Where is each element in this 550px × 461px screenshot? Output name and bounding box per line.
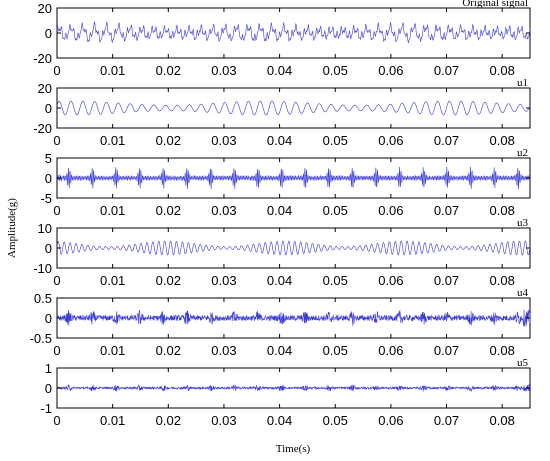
- signal-line: [56, 166, 531, 190]
- y-tick-label: 0: [45, 241, 52, 256]
- x-tick-label: 0.02: [156, 273, 181, 288]
- panel-title: u1: [517, 77, 528, 89]
- signal-line: [56, 384, 531, 392]
- x-tick-label: 0.05: [323, 413, 348, 428]
- signal-line: [56, 309, 531, 327]
- x-tick-label: 0.03: [211, 63, 236, 78]
- x-tick-label: 0.07: [434, 343, 459, 358]
- x-axis-label: Time(s): [276, 443, 311, 455]
- x-tick-label: 0.03: [211, 273, 236, 288]
- x-tick-label: 0.01: [100, 63, 125, 78]
- x-tick-label: 0.06: [378, 273, 403, 288]
- panel-5: 0.50-0.50 0.01 0.02 0.03 0.04 0.05 0.06 0.07 0.0…: [30, 287, 531, 358]
- y-tick-label: -1: [40, 401, 52, 416]
- signal-line: [56, 100, 531, 116]
- x-tick-label: 0.08: [490, 343, 515, 358]
- y-tick-label: 0: [45, 101, 52, 116]
- y-tick-label: -0.5: [30, 331, 52, 346]
- y-tick-label: 5: [45, 151, 52, 166]
- y-tick-label: 0: [45, 26, 52, 41]
- x-tick-label: 0.07: [434, 133, 459, 148]
- panel-title: u5: [517, 357, 529, 369]
- panel-title: u2: [517, 147, 528, 159]
- x-tick-label: 0.04: [267, 343, 292, 358]
- x-tick-label: 0.06: [378, 133, 403, 148]
- x-tick-label: 0.01: [100, 133, 125, 148]
- y-tick-label: 20: [38, 81, 52, 96]
- x-tick-label: 0: [53, 63, 60, 78]
- x-tick-label: 0.08: [490, 63, 515, 78]
- x-tick-label: 0.03: [211, 343, 236, 358]
- x-tick-label: 0.07: [434, 63, 459, 78]
- y-tick-label: 0: [45, 171, 52, 186]
- x-tick-label: 0.04: [267, 413, 292, 428]
- x-tick-label: 0.07: [434, 273, 459, 288]
- x-tick-label: 0.04: [267, 273, 292, 288]
- y-tick-label: -20: [33, 51, 52, 66]
- y-tick-label: -10: [33, 261, 52, 276]
- x-tick-label: 0.05: [323, 273, 348, 288]
- y-tick-label: 20: [38, 1, 52, 16]
- panel-title: Original signal: [462, 0, 528, 9]
- y-tick-label: 0: [45, 381, 52, 396]
- x-tick-label: 0.01: [100, 343, 125, 358]
- y-tick-label: -20: [33, 121, 52, 136]
- x-tick-label: 0.07: [434, 413, 459, 428]
- x-tick-label: 0.02: [156, 413, 181, 428]
- x-tick-label: 0.08: [490, 413, 515, 428]
- y-tick-label: 1: [45, 361, 52, 376]
- signal-line: [56, 21, 531, 43]
- x-tick-label: 0.08: [490, 133, 515, 148]
- x-tick-label: 0.04: [267, 63, 292, 78]
- panel-2: 200-200 0.01 0.02 0.03 0.04 0.05 0.06 0.07 0.08u…: [33, 77, 531, 148]
- x-tick-label: 0: [53, 273, 60, 288]
- x-tick-label: 0.08: [490, 273, 515, 288]
- x-tick-label: 0: [53, 133, 60, 148]
- panel-title: u3: [517, 217, 529, 229]
- x-tick-label: 0.01: [100, 203, 125, 218]
- x-tick-label: 0.01: [100, 273, 125, 288]
- y-axis-label: Amplitude(g): [6, 198, 18, 258]
- panel-frame: [56, 87, 531, 129]
- x-tick-label: 0.01: [100, 413, 125, 428]
- panel-1: 200-200 0.01 0.02 0.03 0.04 0.05 0.06 0.07 0.08O…: [33, 0, 531, 78]
- x-tick-label: 0.02: [156, 203, 181, 218]
- x-tick-label: 0.03: [211, 203, 236, 218]
- x-tick-label: 0.04: [267, 203, 292, 218]
- x-tick-label: 0.08: [490, 203, 515, 218]
- panels-group: 200-200 0.01 0.02 0.03 0.04 0.05 0.06 0.07 0.08O…: [30, 0, 531, 428]
- x-tick-label: 0.05: [323, 343, 348, 358]
- x-tick-label: 0.02: [156, 343, 181, 358]
- x-tick-label: 0.05: [323, 203, 348, 218]
- x-tick-label: 0.07: [434, 203, 459, 218]
- x-tick-label: 0: [53, 413, 60, 428]
- y-tick-label: 0: [45, 311, 52, 326]
- y-tick-label: 0.5: [34, 291, 52, 306]
- x-tick-label: 0.02: [156, 133, 181, 148]
- x-tick-label: 0: [53, 343, 60, 358]
- x-tick-label: 0.06: [378, 63, 403, 78]
- x-tick-label: 0.03: [211, 133, 236, 148]
- x-tick-label: 0.06: [378, 343, 403, 358]
- x-tick-label: 0.02: [156, 63, 181, 78]
- signal-line: [56, 240, 531, 256]
- x-tick-label: 0.05: [323, 133, 348, 148]
- y-tick-label: -5: [40, 191, 52, 206]
- x-tick-label: 0: [53, 203, 60, 218]
- panel-title: u4: [517, 287, 529, 299]
- y-tick-label: 10: [38, 221, 52, 236]
- panel-4: 100-100 0.01 0.02 0.03 0.04 0.05 0.06 0.07 0.08u…: [33, 217, 531, 288]
- x-tick-label: 0.06: [378, 203, 403, 218]
- x-tick-label: 0.06: [378, 413, 403, 428]
- x-tick-label: 0.03: [211, 413, 236, 428]
- x-tick-label: 0.05: [323, 63, 348, 78]
- x-tick-label: 0.04: [267, 133, 292, 148]
